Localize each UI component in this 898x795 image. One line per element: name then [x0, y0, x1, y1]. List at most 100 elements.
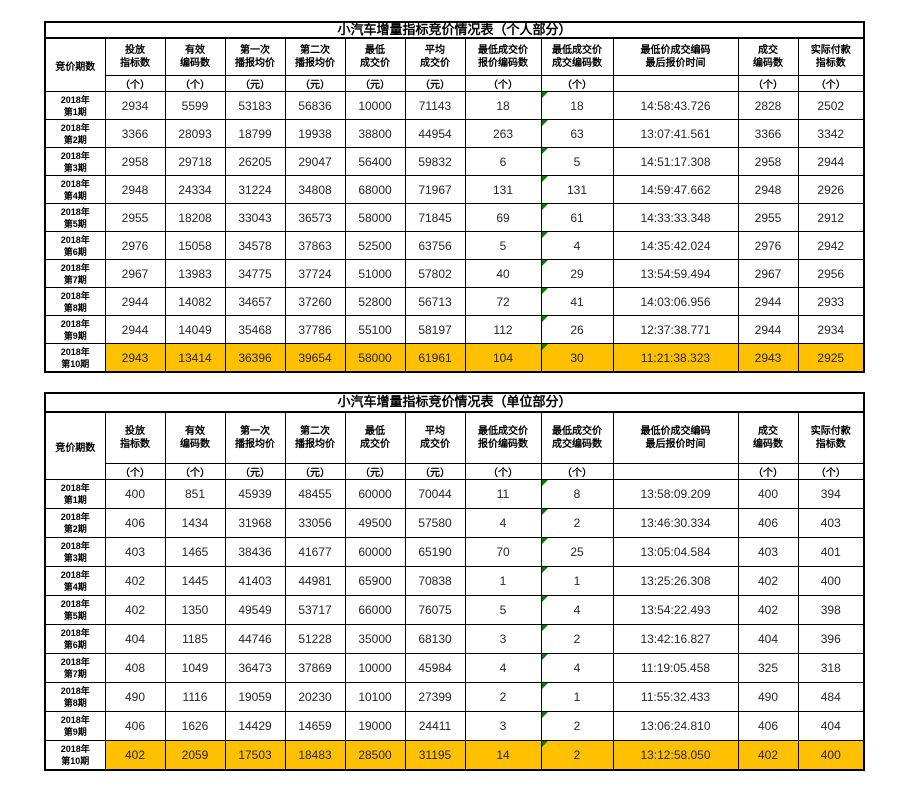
value-cell: 2958 — [737, 147, 799, 177]
table-row: 2018年 第5期 2955 18208 33043 36573 58000 71845 69… — [44, 203, 865, 233]
column-header: 有效 编码数 — [164, 411, 226, 464]
value-cell: 68000 — [344, 175, 406, 205]
value-cell: 37786 — [284, 315, 346, 345]
value-cell: 51000 — [344, 259, 406, 289]
value-cell: 402 — [737, 595, 799, 625]
value-cell: 131 — [464, 175, 542, 205]
value-cell: 263 — [464, 119, 542, 149]
time-cell: 13:58:09.209 — [612, 479, 739, 509]
value-cell: 2934 — [797, 315, 865, 345]
value-cell: 20230 — [284, 682, 346, 712]
value-cell: 29047 — [284, 147, 346, 177]
time-cell: 12:37:38.771 — [612, 315, 739, 345]
value-cell: 14659 — [284, 711, 346, 741]
value-cell: 325 — [737, 653, 799, 683]
value-cell: 44954 — [404, 119, 466, 149]
period-cell: 2018年 第8期 — [44, 682, 106, 712]
value-cell: 104 — [464, 343, 542, 373]
value-text: 25 — [570, 545, 584, 559]
column-header: 最低价成交编码 最后报价时间 — [612, 37, 739, 77]
value-cell: 2828 — [737, 91, 799, 121]
value-cell: 400 — [797, 566, 865, 596]
error-flag-triangle-icon — [542, 204, 548, 211]
value-cell: 18483 — [284, 740, 346, 771]
value-cell: 44981 — [284, 566, 346, 596]
table-row: 2018年 第4期 402 1445 41403 44981 65900 70838 1 1 13… — [44, 566, 865, 596]
time-cell: 14:35:42.024 — [612, 231, 739, 261]
error-flag-triangle-icon — [542, 712, 548, 718]
value-cell: 10000 — [344, 91, 406, 121]
value-cell: 2926 — [797, 175, 865, 205]
value-cell: 36473 — [224, 653, 286, 683]
time-cell: 14:58:43.726 — [612, 91, 739, 121]
table-title: 小汽车增量指标竞价情况表（个人部分） — [44, 21, 865, 40]
period-cell: 2018年 第1期 — [44, 479, 106, 509]
value-cell: 2502 — [797, 91, 865, 121]
column-header: 投放 指标数 — [104, 411, 166, 464]
value-cell-flagged: 131 — [540, 175, 614, 205]
value-text: 1 — [573, 574, 581, 588]
value-cell-flagged: 1 — [540, 682, 614, 712]
value-cell: 403 — [104, 537, 166, 567]
value-cell: 2925 — [797, 343, 865, 373]
column-header: 第一次 播报均价 — [224, 411, 286, 464]
value-cell: 63756 — [404, 231, 466, 261]
time-cell: 13:12:58.050 — [612, 740, 739, 771]
error-flag-triangle-icon — [542, 92, 548, 99]
period-cell: 2018年 第7期 — [44, 653, 106, 683]
value-cell: 60000 — [344, 537, 406, 567]
value-cell: 10100 — [344, 682, 406, 712]
column-header: 实际付款 指标数 — [797, 37, 865, 77]
column-unit: （元） — [284, 463, 346, 480]
error-flag-triangle-icon — [542, 538, 548, 544]
title-row: 小汽车增量指标竞价情况表（个人部分） — [44, 21, 865, 40]
value-cell: 2958 — [104, 147, 166, 177]
column-unit: （个） — [737, 75, 799, 93]
column-header: 最低成交价 报价编码数 — [464, 37, 542, 77]
value-cell: 35000 — [344, 624, 406, 654]
value-cell: 37724 — [284, 259, 346, 289]
value-cell: 17503 — [224, 740, 286, 771]
table-row: 2018年 第6期 2976 15058 34578 37863 52500 63756 5 4… — [44, 231, 865, 261]
value-cell: 39654 — [284, 343, 346, 373]
value-cell: 15058 — [164, 231, 226, 261]
error-flag-triangle-icon — [542, 741, 548, 747]
table-row: 2018年 第3期 403 1465 38436 41677 60000 65190 70 25… — [44, 537, 865, 567]
error-flag-triangle-icon — [542, 509, 548, 515]
value-cell: 402 — [737, 740, 799, 771]
value-cell-flagged: 4 — [540, 653, 614, 683]
column-header: 平均 成交价 — [404, 37, 466, 77]
period-cell: 2018年 第10期 — [44, 740, 106, 771]
value-cell: 3 — [464, 711, 542, 741]
value-cell: 1434 — [164, 508, 226, 538]
value-text: 63 — [570, 126, 584, 141]
period-cell: 2018年 第6期 — [44, 231, 106, 261]
time-cell: 13:42:16.827 — [612, 624, 739, 654]
column-header: 最低成交价 成交编码数 — [540, 411, 614, 464]
table-row: 2018年 第7期 408 1049 36473 37869 10000 45984 4 4 11… — [44, 653, 865, 683]
value-cell: 5 — [464, 595, 542, 625]
value-cell: 70 — [464, 537, 542, 567]
header-label-row: 竞价期数 投放 指标数 有效 编码数 第一次 播报均价 第二次 播报均价 最低 成交价 平均… — [44, 37, 865, 93]
value-text: 4 — [573, 603, 581, 617]
value-cell: 19938 — [284, 119, 346, 149]
error-flag-triangle-icon — [542, 176, 548, 183]
value-cell: 35468 — [224, 315, 286, 345]
error-flag-triangle-icon — [542, 596, 548, 602]
value-cell: 56713 — [404, 287, 466, 317]
error-flag-triangle-icon — [542, 120, 548, 127]
value-cell: 10000 — [344, 653, 406, 683]
column-header: 成交 编码数 — [737, 411, 799, 464]
value-cell: 14082 — [164, 287, 226, 317]
column-header: 最低 成交价 — [344, 37, 406, 77]
value-cell: 72 — [464, 287, 542, 317]
column-unit: （个） — [737, 463, 799, 480]
value-cell: 19059 — [224, 682, 286, 712]
column-header: 最低成交价 成交编码数 — [540, 37, 614, 77]
time-cell: 14:33:33.348 — [612, 203, 739, 233]
table-row: 2018年 第2期 406 1434 31968 33056 49500 57580 4 2 13… — [44, 508, 865, 538]
value-cell: 396 — [797, 624, 865, 654]
value-cell-flagged: 41 — [540, 287, 614, 317]
period-cell: 2018年 第8期 — [44, 287, 106, 317]
time-cell: 13:46:30.334 — [612, 508, 739, 538]
